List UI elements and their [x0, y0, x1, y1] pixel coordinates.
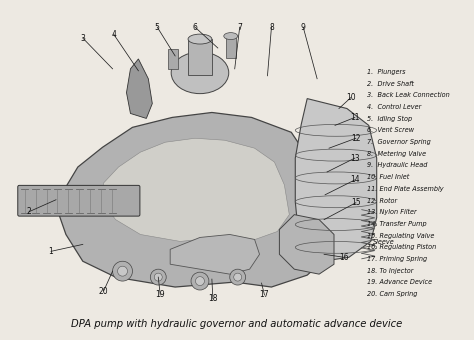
Text: 5: 5	[155, 23, 160, 32]
Text: Sleeve: Sleeve	[373, 239, 394, 245]
Circle shape	[113, 261, 132, 281]
Circle shape	[195, 277, 204, 286]
Polygon shape	[58, 113, 327, 287]
Text: 19. Advance Device: 19. Advance Device	[367, 279, 432, 286]
Polygon shape	[295, 99, 377, 262]
Text: 11: 11	[350, 113, 360, 122]
Text: 10. Fuel Inlet: 10. Fuel Inlet	[367, 174, 409, 180]
Text: 7: 7	[237, 23, 242, 32]
Text: 7.  Governor Spring: 7. Governor Spring	[367, 139, 430, 145]
Text: 13: 13	[350, 154, 360, 163]
Text: 17. Priming Spring: 17. Priming Spring	[367, 256, 427, 262]
Circle shape	[191, 272, 209, 290]
Text: 13. Nylon Filter: 13. Nylon Filter	[367, 209, 416, 215]
Text: 3: 3	[81, 34, 85, 42]
Text: 14. Transfer Pump: 14. Transfer Pump	[367, 221, 427, 227]
Circle shape	[230, 269, 246, 285]
Text: 4: 4	[111, 30, 116, 39]
Text: 18: 18	[208, 294, 218, 303]
Text: 9.  Hydraulic Head: 9. Hydraulic Head	[367, 163, 427, 168]
Text: 4.  Control Lever: 4. Control Lever	[367, 104, 421, 110]
Text: 2: 2	[27, 207, 32, 216]
Text: 8: 8	[269, 23, 274, 32]
Text: 5.  Idling Stop: 5. Idling Stop	[367, 116, 412, 122]
Ellipse shape	[171, 52, 229, 94]
Text: 3.  Back Leak Connection: 3. Back Leak Connection	[367, 92, 449, 98]
Text: 10: 10	[346, 93, 356, 102]
FancyBboxPatch shape	[18, 185, 140, 216]
Ellipse shape	[224, 33, 237, 39]
Polygon shape	[279, 215, 334, 274]
Text: 19: 19	[155, 290, 165, 300]
Text: 16. Regulating Piston: 16. Regulating Piston	[367, 244, 436, 251]
Ellipse shape	[188, 34, 212, 44]
Circle shape	[155, 273, 162, 281]
Circle shape	[118, 266, 128, 276]
Polygon shape	[170, 235, 260, 274]
Text: 20: 20	[99, 287, 109, 295]
Text: 14: 14	[350, 175, 360, 184]
Text: 12: 12	[351, 134, 361, 143]
Bar	[168, 49, 178, 69]
Circle shape	[150, 269, 166, 285]
Text: 18. To Injector: 18. To Injector	[367, 268, 413, 274]
Text: 11. End Plate Assembly: 11. End Plate Assembly	[367, 186, 443, 192]
Text: 17: 17	[260, 290, 269, 300]
Text: 16: 16	[339, 253, 349, 262]
Text: 2.  Drive Shaft: 2. Drive Shaft	[367, 81, 414, 87]
Text: 8.  Metering Valve: 8. Metering Valve	[367, 151, 426, 157]
Text: DPA pump with hydraulic governor and automatic advance device: DPA pump with hydraulic governor and aut…	[71, 319, 402, 329]
Text: 20. Cam Spring: 20. Cam Spring	[367, 291, 417, 297]
Text: 12. Rotor: 12. Rotor	[367, 198, 397, 204]
Text: 6: 6	[192, 23, 198, 32]
Text: 15: 15	[351, 198, 361, 207]
Polygon shape	[100, 138, 289, 241]
Text: 1: 1	[49, 247, 54, 256]
Bar	[226, 36, 236, 58]
Polygon shape	[127, 59, 152, 118]
Text: 1.  Plungers: 1. Plungers	[367, 69, 405, 75]
Circle shape	[234, 273, 242, 281]
Text: 6.  Vent Screw: 6. Vent Screw	[367, 128, 414, 133]
Text: 9: 9	[301, 23, 306, 32]
Bar	[188, 39, 212, 75]
Text: 15. Regulating Valve: 15. Regulating Valve	[367, 233, 434, 239]
